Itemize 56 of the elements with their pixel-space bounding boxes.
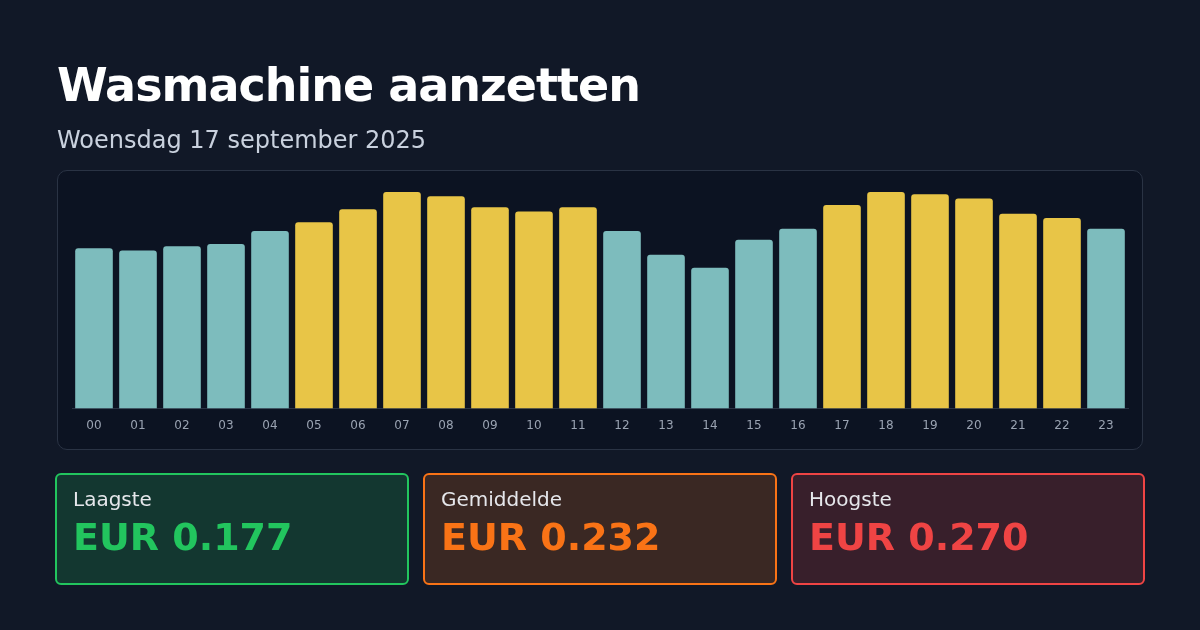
x-tick-label: 00 [86,417,102,432]
x-tick-label: 04 [262,417,278,432]
bar [295,222,333,409]
x-tick-label: 09 [482,417,498,432]
x-tick-label: 02 [174,417,190,432]
text: EUR 0.232 [441,515,662,559]
bar [823,205,861,409]
bar [339,209,377,409]
bar [427,196,465,409]
text: EUR 0.270 [809,515,1030,559]
bar [383,192,421,409]
bar [1043,217,1081,409]
x-tick-label: 05 [306,417,322,432]
x-tick-label: 16 [790,417,806,432]
bar [471,207,509,409]
bar [735,239,773,409]
text: Laagste [73,487,153,511]
x-tick-label: 15 [746,417,762,432]
x-tick-label: 11 [570,417,586,432]
bar [647,254,685,409]
bar [251,230,289,409]
x-tick-label: 19 [922,417,938,432]
bar [999,213,1037,409]
chart-subtitle: Woensdag 17 september 2025 [57,126,427,154]
bar [1087,228,1125,409]
x-tick-label: 17 [834,417,850,432]
x-tick-label: 13 [658,417,674,432]
x-tick-label: 01 [130,417,146,432]
x-tick-label: 14 [702,417,718,432]
x-tick-label: 12 [614,417,630,432]
text: Gemiddelde [441,487,564,511]
bar [603,230,641,409]
x-tick-label: 07 [394,417,410,432]
bar [559,207,597,409]
bar [119,250,157,409]
x-tick-label: 06 [350,417,366,432]
bar [867,192,905,409]
x-tick-label: 10 [526,417,542,432]
bar [163,246,201,409]
text: EUR 0.177 [73,515,294,559]
x-tick-label: 21 [1010,417,1026,432]
bar [75,248,113,409]
bar [955,198,993,409]
text: Hoogste [809,487,893,511]
chart-title: Wasmachine aanzetten [57,58,640,112]
x-tick-label: 22 [1054,417,1070,432]
x-tick-label: 03 [218,417,234,432]
x-tick-label: 18 [878,417,894,432]
bar [911,194,949,409]
x-tick-label: 20 [966,417,982,432]
x-tick-label: 23 [1098,417,1114,432]
bar [691,267,729,409]
bar [207,243,245,409]
bar [779,228,817,409]
bar [515,211,553,409]
x-tick-label: 08 [438,417,454,432]
